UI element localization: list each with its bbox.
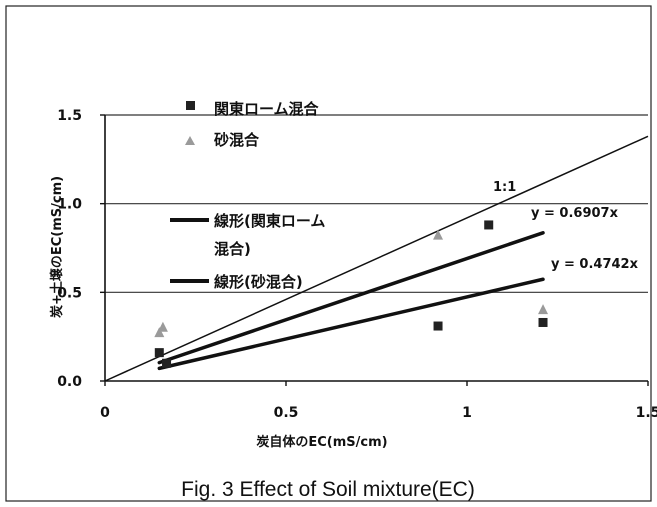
reference-line-group — [104, 135, 649, 382]
data-point-sand-1 — [157, 321, 168, 332]
one-to-one-label: 1:1 — [493, 180, 516, 195]
trendline-1 — [157, 277, 545, 371]
x-axis-title: 炭自体のEC(mS/cm) — [256, 434, 387, 450]
sand-equation-label: y = 0.4742x — [551, 257, 639, 272]
legend-linear-kanto-label-line2: 混合) — [214, 240, 251, 258]
tick-labels: 0 0.5 1 1.5 0.0 0.5 1.0 1.5 — [57, 108, 657, 421]
legend: 関東ローム混合 砂混合 線形(関東ローム 混合) 線形(砂混合) — [170, 100, 325, 291]
trendline-group — [157, 231, 545, 371]
x-tick-label-2: 1 — [462, 405, 472, 421]
one-to-one-reference-line — [104, 135, 649, 382]
kanto-equation-label: y = 0.6907x — [531, 206, 619, 221]
trendline-0 — [157, 231, 545, 365]
y-tick-label-2: 1.0 — [57, 197, 82, 213]
data-point-sand-0 — [154, 327, 165, 338]
axes — [100, 114, 649, 386]
legend-kanto-label: 関東ローム混合 — [214, 100, 320, 118]
x-tick-label-0: 0 — [100, 405, 110, 421]
legend-linear-kanto-label-line1: 線形(関東ローム — [214, 212, 325, 230]
data-points — [154, 220, 549, 368]
data-point-kanto-0 — [154, 348, 164, 358]
grid-lines — [105, 114, 648, 293]
legend-sand-marker — [185, 136, 195, 145]
y-tick-label-3: 1.5 — [57, 108, 82, 124]
legend-kanto-marker — [186, 101, 195, 110]
data-point-kanto-2 — [433, 321, 443, 331]
annotations: 1:1 y = 0.6907x y = 0.4742x — [493, 180, 639, 272]
figure-caption: Fig. 3 Effect of Soil mixture(EC) — [181, 478, 475, 501]
figure-border — [5, 5, 652, 502]
data-point-kanto-1 — [162, 358, 172, 368]
data-point-sand-3 — [538, 304, 549, 315]
data-point-kanto-3 — [484, 220, 494, 230]
x-tick-label-1: 0.5 — [274, 405, 299, 421]
data-point-sand-2 — [433, 229, 444, 240]
data-point-kanto-4 — [538, 317, 548, 327]
x-tick-label-3: 1.5 — [636, 405, 657, 421]
legend-linear-sand-label: 線形(砂混合) — [214, 273, 303, 291]
legend-sand-label: 砂混合 — [214, 131, 260, 149]
y-axis-title: 炭+土壌のEC(mS/cm) — [49, 176, 65, 318]
y-tick-label-0: 0.0 — [57, 374, 82, 390]
y-tick-label-1: 0.5 — [57, 285, 82, 301]
figure-frame — [5, 5, 652, 502]
